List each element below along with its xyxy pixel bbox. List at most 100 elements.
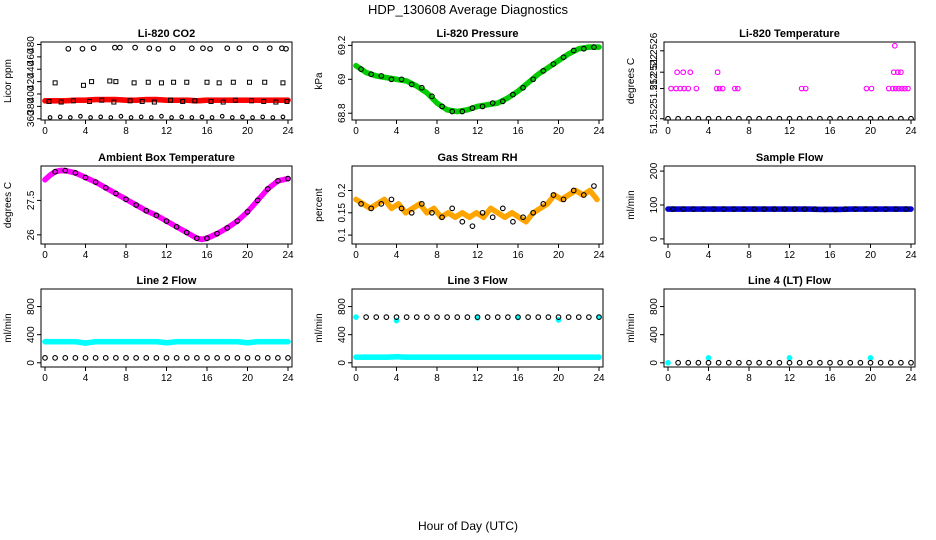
y-tick-label: 51.252	[649, 103, 660, 134]
data-point	[887, 359, 894, 366]
data-point	[169, 45, 176, 52]
y-tick-label: 360	[26, 110, 37, 127]
data-point	[817, 359, 823, 366]
data-point	[786, 359, 793, 366]
data-point	[123, 355, 129, 361]
x-tick-label: 4	[83, 373, 89, 384]
x-tick-label: 20	[865, 250, 877, 261]
data-point	[725, 115, 732, 120]
y-tick-label: 480	[26, 36, 37, 53]
data-point	[398, 76, 405, 83]
data-point	[596, 314, 602, 320]
series-spread	[353, 187, 600, 225]
data-point	[877, 359, 884, 366]
plot-area	[42, 338, 291, 361]
data-point	[112, 44, 118, 51]
x-tick-label: 16	[201, 126, 213, 137]
y-tick-label: 0	[337, 360, 348, 366]
data-point	[189, 115, 195, 120]
data-point	[674, 69, 680, 76]
data-point	[151, 99, 157, 105]
data-point	[353, 314, 359, 320]
x-tick-label: 20	[242, 250, 254, 261]
x-tick-label: 16	[824, 373, 836, 384]
data-point	[429, 209, 435, 216]
data-point	[70, 98, 76, 104]
data-point	[899, 85, 905, 92]
x-tick-label: 4	[706, 250, 712, 261]
data-point	[596, 354, 602, 361]
data-point	[138, 114, 144, 120]
data-point	[388, 76, 395, 83]
data-point	[695, 359, 702, 366]
series-max	[65, 44, 289, 52]
series-sample	[358, 44, 597, 115]
plot-area	[665, 355, 914, 366]
y-tick-label: 27.5	[26, 190, 37, 210]
data-point	[82, 355, 89, 361]
x-tick-label: 12	[161, 126, 173, 137]
data-point	[418, 201, 425, 207]
data-point	[264, 186, 271, 192]
data-point	[92, 355, 99, 361]
x-tick-label: 24	[282, 126, 294, 137]
data-point	[194, 355, 200, 361]
data-point	[586, 314, 592, 320]
data-point	[469, 105, 476, 111]
y-axis-label: kPa	[314, 72, 325, 90]
data-point	[47, 115, 53, 120]
data-point	[791, 206, 798, 212]
panel-6: Sample Flow 0 4 8 12 16 20 24 0 100 200 ml/min	[626, 152, 917, 261]
data-point	[199, 114, 205, 120]
data-point	[908, 206, 914, 212]
data-point	[52, 80, 58, 86]
data-point	[52, 355, 58, 361]
data-point	[832, 206, 838, 213]
data-point	[358, 201, 364, 207]
x-tick-label: 16	[512, 373, 524, 384]
panel-title: Line 2 Flow	[137, 275, 197, 287]
data-point	[766, 115, 773, 120]
data-point	[139, 98, 145, 104]
data-point	[781, 206, 788, 212]
data-point	[65, 45, 72, 52]
data-point	[62, 167, 69, 174]
data-point	[735, 85, 741, 92]
data-point	[898, 69, 904, 76]
data-point	[98, 114, 104, 120]
x-tick-label: 0	[665, 250, 671, 261]
data-point	[72, 355, 79, 361]
data-point	[224, 225, 231, 231]
data-point	[444, 314, 450, 320]
x-tick-label: 0	[42, 373, 48, 384]
data-point	[591, 44, 597, 50]
panel-7: Line 2 Flow 0 4 8 12 16 20 24 0 400 800 ml/min	[3, 275, 294, 384]
data-point	[363, 314, 369, 320]
x-tick-label: 20	[865, 126, 877, 137]
data-point	[179, 114, 185, 120]
data-point	[902, 85, 908, 92]
y-tick-label: 400	[26, 326, 37, 343]
data-point	[148, 115, 154, 120]
data-point	[209, 115, 215, 120]
data-point	[214, 230, 220, 237]
data-point	[591, 183, 597, 189]
data-point	[153, 355, 160, 361]
data-point	[575, 314, 582, 320]
x-tick-label: 12	[472, 373, 484, 384]
data-point	[89, 79, 95, 85]
series-mid	[52, 78, 286, 88]
data-point	[117, 44, 123, 51]
plot-area	[42, 167, 291, 243]
x-tick-label: 8	[746, 250, 752, 261]
data-point	[494, 314, 501, 320]
data-point	[847, 359, 854, 366]
data-point	[87, 98, 93, 104]
x-tick-label: 8	[434, 126, 440, 137]
data-point	[719, 85, 726, 92]
data-point	[183, 355, 190, 361]
data-point	[675, 115, 681, 120]
data-point	[746, 115, 752, 120]
